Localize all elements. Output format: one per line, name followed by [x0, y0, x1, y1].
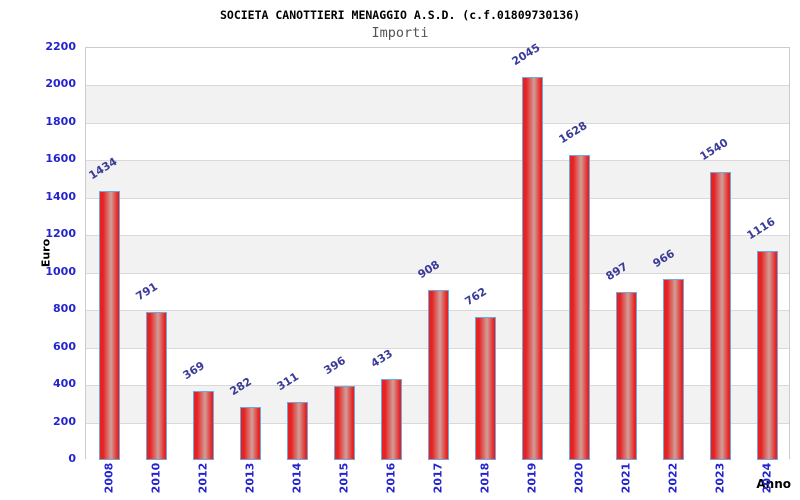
y-tick-label: 400 [53, 377, 76, 391]
chart-title: SOCIETA CANOTTIERI MENAGGIO A.S.D. (c.f.… [219, 8, 581, 22]
plot-band [86, 197, 789, 236]
x-tick-label: 2008 [102, 462, 115, 494]
x-tick-label: 2020 [572, 462, 585, 494]
plot-band [86, 85, 789, 123]
y-tick-label: 1800 [45, 114, 76, 128]
y-tick-label: 1400 [45, 189, 76, 203]
bar [616, 292, 637, 460]
chart-subtitle: Importi [371, 25, 429, 41]
gridline [86, 122, 789, 124]
y-tick-label: 2200 [45, 40, 76, 53]
x-tick-label: 2015 [337, 462, 350, 494]
gridline [86, 160, 789, 162]
y-tick-label: 1200 [45, 227, 76, 241]
gridline [86, 197, 789, 199]
y-axis-label: Euro [39, 238, 53, 268]
x-tick-label: 2016 [384, 462, 397, 494]
x-tick-label: 2024 [760, 462, 773, 494]
y-tick-label: 600 [53, 339, 76, 353]
y-tick-label: 800 [53, 302, 76, 316]
plot-band [86, 235, 789, 273]
bar [710, 171, 731, 460]
x-tick-label: 2012 [196, 462, 209, 494]
bar [193, 390, 214, 460]
x-tick-label: 2017 [431, 462, 444, 494]
bar [334, 385, 355, 460]
y-tick-label: 2000 [45, 77, 76, 91]
x-tick-label: 2023 [713, 462, 726, 494]
gridline [86, 272, 789, 274]
bar [99, 191, 120, 460]
plot-area: 1434 791 369 282 311 396 433 908 762 2045 1628 897 9… [85, 41, 790, 460]
bar [240, 407, 261, 460]
gridline [86, 235, 789, 237]
x-axis-label: Anno [756, 477, 791, 491]
bar [757, 251, 778, 460]
bar [146, 311, 167, 460]
gridline [86, 85, 789, 87]
bar [522, 77, 543, 460]
y-tick-label: 0 [68, 452, 76, 465]
bar [287, 401, 308, 460]
bar [428, 289, 449, 460]
x-tick-label: 2022 [666, 462, 679, 494]
bar [569, 155, 590, 460]
plot-band [86, 160, 789, 198]
bar [663, 279, 684, 460]
plot-band [86, 48, 789, 86]
x-tick-label: 2010 [149, 462, 162, 494]
y-tick-label: 1600 [45, 152, 76, 166]
x-tick-label: 2013 [243, 462, 256, 494]
x-tick-label: 2018 [478, 462, 491, 494]
x-tick-label: 2021 [619, 462, 632, 494]
plot-band [86, 122, 789, 161]
y-tick-label: 200 [53, 414, 76, 428]
y-tick-label: 1000 [45, 264, 76, 278]
bar [381, 378, 402, 460]
bar [475, 317, 496, 460]
x-tick-label: 2019 [525, 462, 538, 494]
x-tick-label: 2014 [290, 462, 303, 494]
